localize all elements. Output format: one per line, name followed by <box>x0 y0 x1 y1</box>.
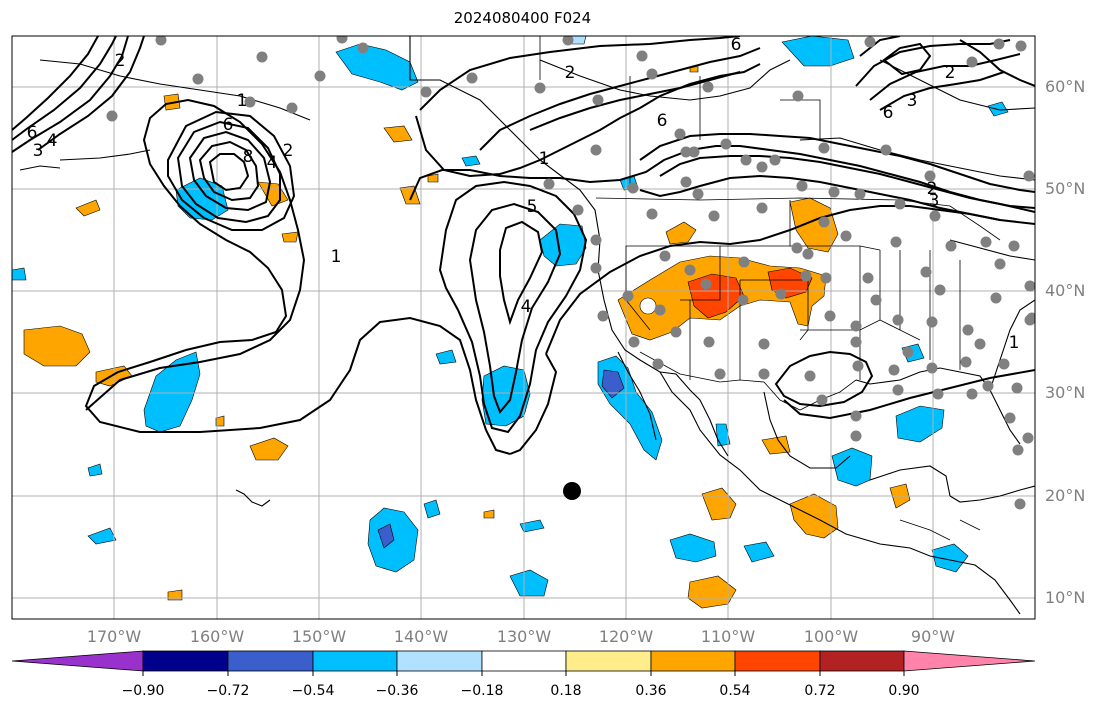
colorbar-tick-label: −0.54 <box>291 683 335 699</box>
lat-label: 10°N <box>1045 588 1086 607</box>
lon-label: 120°W <box>598 627 654 646</box>
lat-label: 40°N <box>1045 281 1086 300</box>
contour-label: 1 <box>539 149 550 169</box>
lat-label: 60°N <box>1045 77 1086 96</box>
colorbar-tick-label: 0.36 <box>635 683 667 699</box>
contour-label: 4 <box>521 297 532 317</box>
colorbar <box>11 650 1036 676</box>
lon-label: 110°W <box>700 627 756 646</box>
map-title: 2024080400 F024 <box>453 9 592 27</box>
colorbar-tick-label: −0.90 <box>121 683 165 699</box>
contour-label: 2 <box>565 63 576 83</box>
colorbar-segment <box>734 650 821 672</box>
contour-label: 8 <box>243 147 254 167</box>
coastlines <box>19 36 1035 615</box>
colorbar-segment <box>819 650 905 672</box>
lat-label: 30°N <box>1045 383 1086 402</box>
gridlines <box>12 36 1035 619</box>
contour-label: 6 <box>27 123 38 143</box>
colorbar-segment <box>227 650 314 672</box>
lat-label: 50°N <box>1045 179 1086 198</box>
height-contours <box>12 36 1035 455</box>
map-frame <box>11 35 1036 620</box>
colorbar-tick-label: −0.18 <box>460 683 504 699</box>
lon-label: 150°W <box>291 627 347 646</box>
lon-label: 140°W <box>393 627 449 646</box>
contour-label: 6 <box>223 115 234 135</box>
contour-label: 1 <box>331 247 342 267</box>
contour-label: 4 <box>267 153 278 173</box>
colorbar-tick-label: 0.72 <box>804 683 836 699</box>
contour-label: 3 <box>929 191 940 211</box>
contour-label: 1 <box>237 91 248 111</box>
lat-label: 20°N <box>1045 486 1086 505</box>
colorbar-segment <box>142 650 229 672</box>
colorbar-segment <box>312 650 398 672</box>
contour-label: 6 <box>883 103 894 123</box>
contour-label: 6 <box>731 35 742 55</box>
colorbar-segment <box>481 650 567 672</box>
colorbar-segment <box>11 650 144 672</box>
contour-label: 4 <box>47 131 58 151</box>
contour-label: 1 <box>1009 333 1020 353</box>
colorbar-tick-label: 0.54 <box>719 683 751 699</box>
contour-labels: 6 4 3 2 1 8 6 4 2 1 2 6 5 4 1 6 3 2 1 6 … <box>27 35 1020 353</box>
colorbar-segment <box>565 650 652 672</box>
lon-label: 160°W <box>189 627 245 646</box>
colorbar-segment <box>903 650 1036 672</box>
lon-label: 170°W <box>86 627 142 646</box>
lon-label: 130°W <box>496 627 552 646</box>
colorbar-segment <box>396 650 483 672</box>
lon-label: 90°W <box>910 627 956 646</box>
lon-label: 100°W <box>803 627 859 646</box>
storm-center-marker <box>563 482 581 500</box>
contour-label: 2 <box>945 63 956 83</box>
contour-label: 3 <box>33 141 44 161</box>
contour-label: 2 <box>927 179 938 199</box>
colorbar-tick-label: −0.72 <box>206 683 250 699</box>
colorbar-tick-label: 0.90 <box>888 683 920 699</box>
colorbar-tick-label: −0.36 <box>375 683 419 699</box>
contour-label: 2 <box>283 141 294 161</box>
colorbar-tick-label: 0.18 <box>550 683 582 699</box>
contour-label: 6 <box>657 111 668 131</box>
contour-label: 2 <box>115 51 126 71</box>
contour-label: 3 <box>907 91 918 111</box>
colorbar-segment <box>650 650 736 672</box>
station-dots <box>106 36 1035 510</box>
contour-label: 5 <box>527 197 538 217</box>
